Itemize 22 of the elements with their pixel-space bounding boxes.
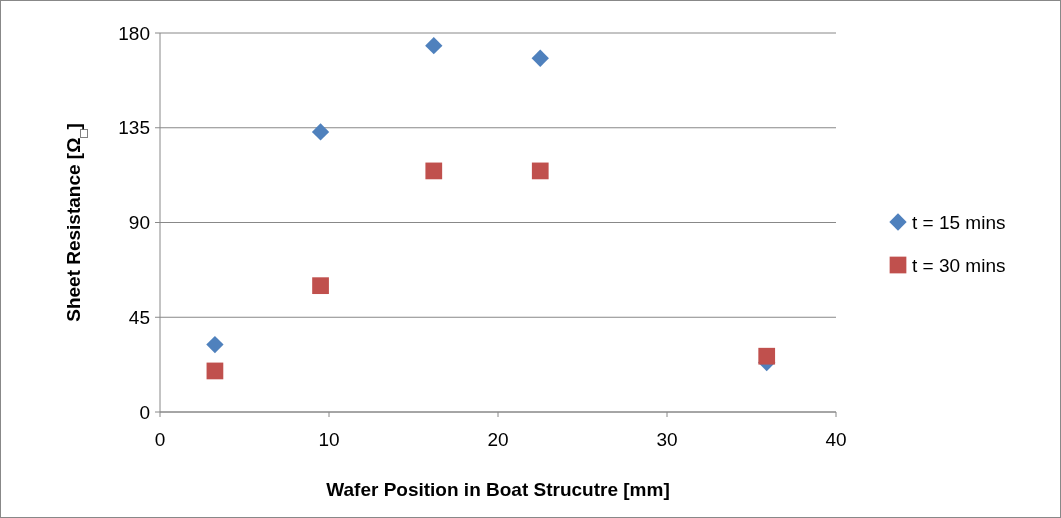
y-tick-label: 45 (128, 306, 150, 328)
y-tick-label: 90 (128, 212, 150, 234)
legend-label: t = 30 mins (912, 254, 1006, 276)
y-tick-label: 180 (118, 22, 150, 44)
x-tick-label: 30 (656, 429, 678, 450)
y-tick-label: 135 (118, 117, 150, 139)
point (312, 277, 329, 295)
x-tick-label: 0 (154, 429, 166, 450)
point (206, 335, 224, 354)
x-tick-label: 20 (487, 429, 509, 450)
x-axis-title: Wafer Position in Boat Strucutre [mm] (326, 479, 670, 500)
point (425, 162, 443, 180)
point (425, 36, 443, 55)
point (206, 362, 224, 380)
x-tick-label: 40 (825, 429, 847, 450)
x-tick-label: 10 (318, 429, 340, 450)
legend-label: t = 15 mins (912, 211, 1006, 233)
point (531, 49, 549, 67)
point (311, 123, 330, 141)
point (531, 162, 549, 180)
point (758, 347, 776, 365)
y-tick-label: 0 (139, 401, 150, 423)
